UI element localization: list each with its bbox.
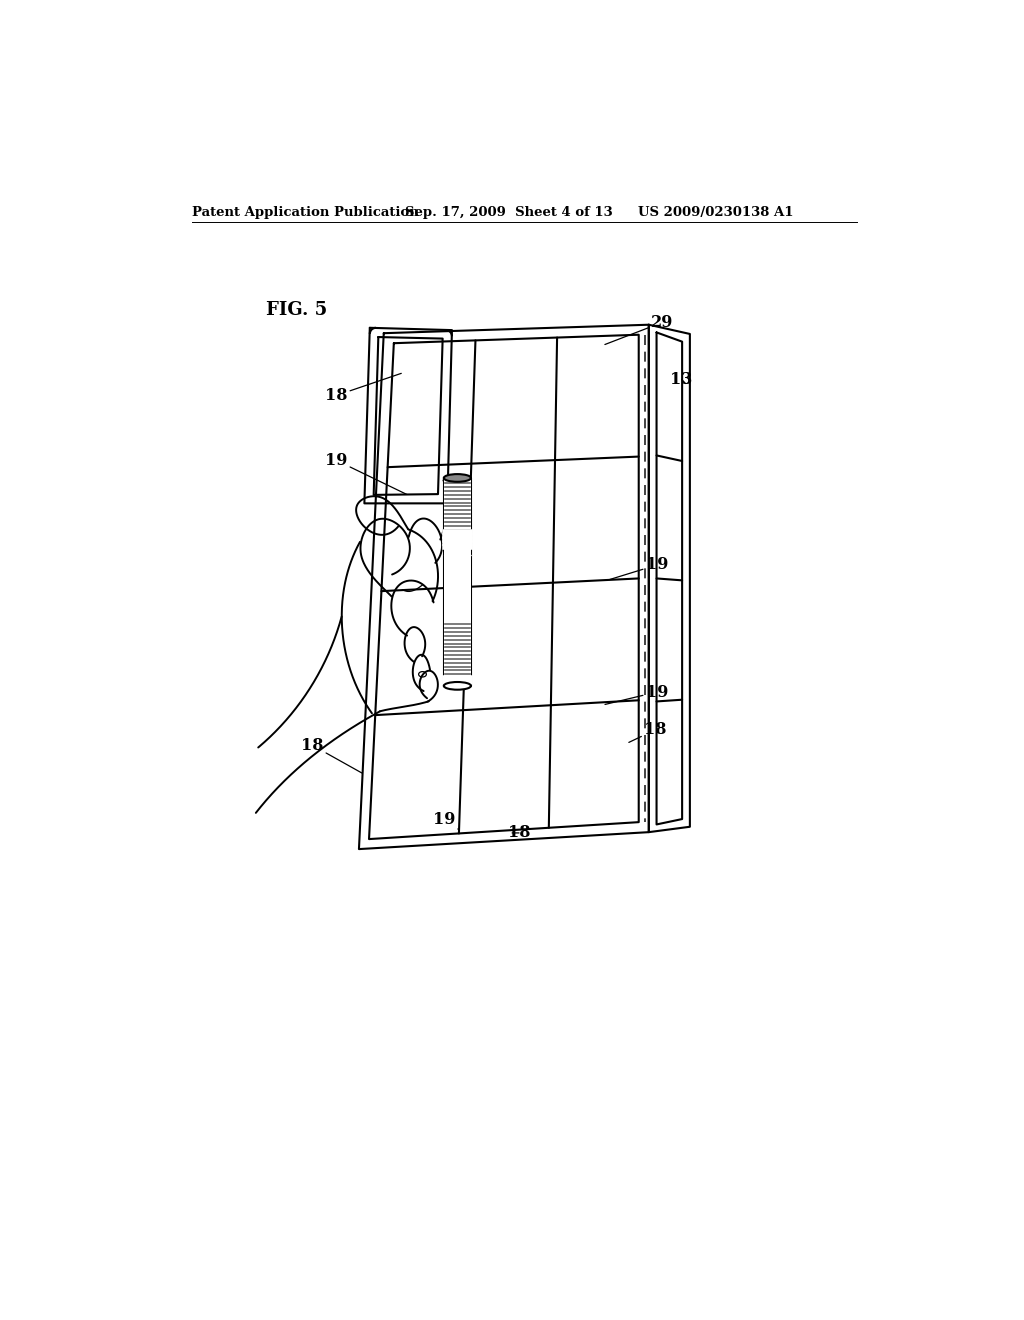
Text: 18: 18 [508, 825, 530, 841]
Text: 18: 18 [301, 737, 361, 774]
Text: 19: 19 [605, 684, 668, 705]
Text: Patent Application Publication: Patent Application Publication [191, 206, 418, 219]
Text: US 2009/0230138 A1: US 2009/0230138 A1 [638, 206, 794, 219]
Text: 18: 18 [325, 374, 401, 404]
Text: 19: 19 [433, 810, 459, 830]
Ellipse shape [443, 474, 471, 482]
Text: 19: 19 [609, 557, 668, 579]
Text: 29: 29 [605, 314, 674, 345]
Text: 13: 13 [671, 371, 693, 388]
Text: Sep. 17, 2009  Sheet 4 of 13: Sep. 17, 2009 Sheet 4 of 13 [406, 206, 613, 219]
Bar [444, 478, 471, 686]
Ellipse shape [443, 682, 471, 690]
Text: 19: 19 [325, 451, 407, 495]
Text: 18: 18 [629, 721, 667, 742]
Text: FIG. 5: FIG. 5 [266, 301, 328, 319]
